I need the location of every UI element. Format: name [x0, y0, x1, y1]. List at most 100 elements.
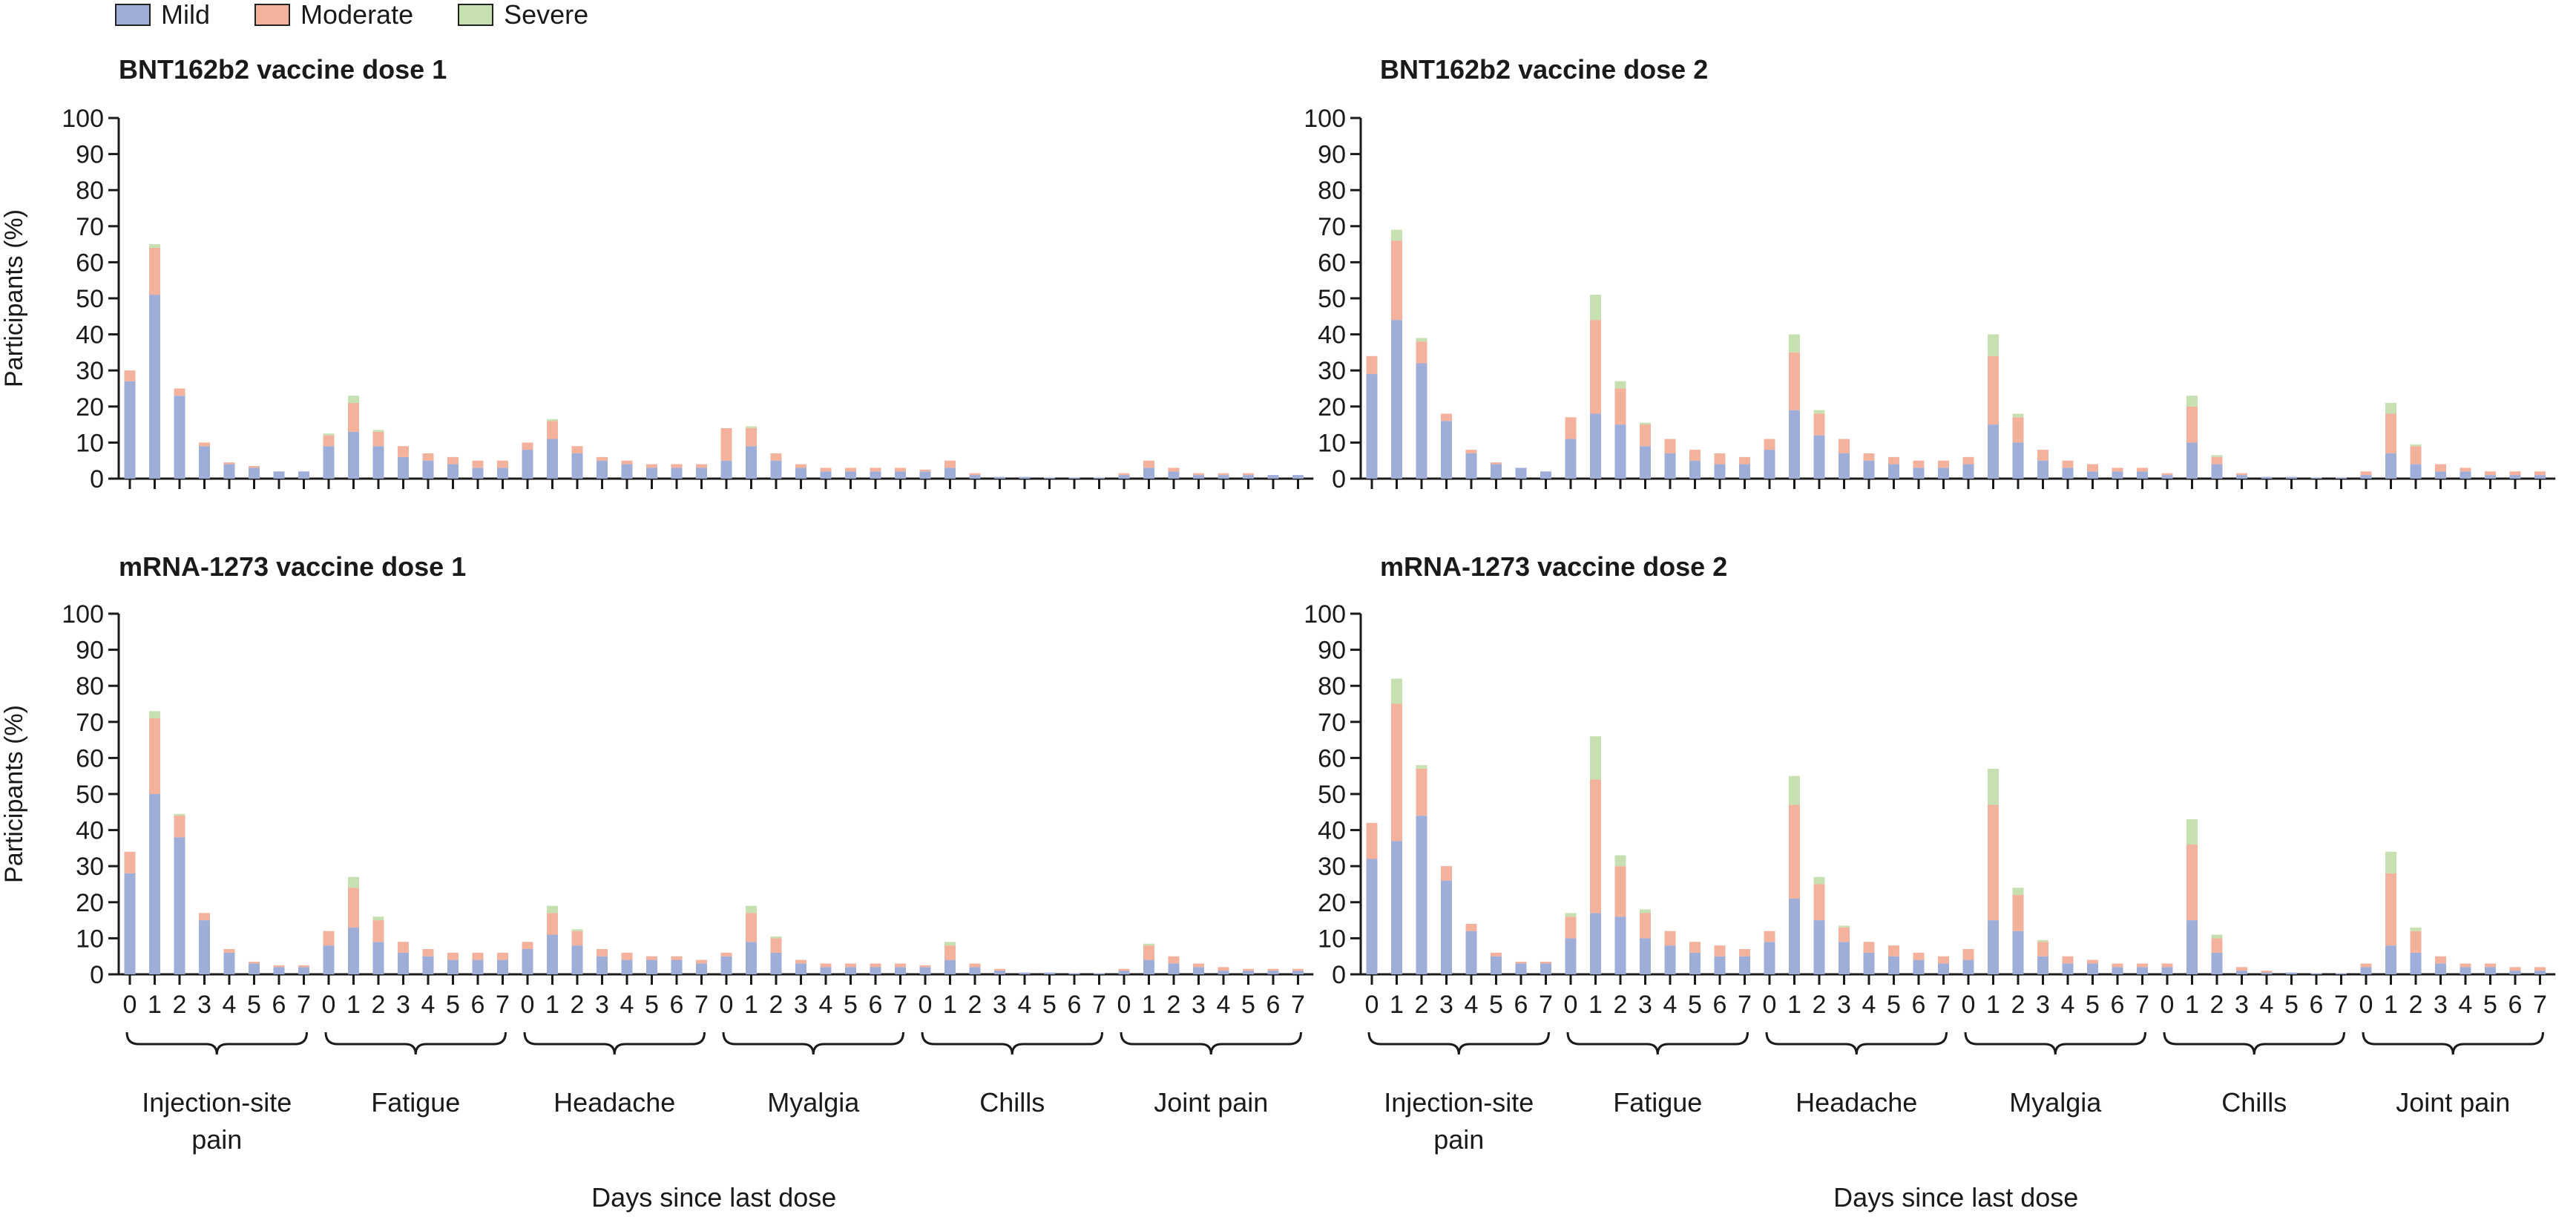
x-tick-label: 0: [1962, 991, 1976, 1019]
bar-moderate-joint-pain-day0: [2360, 963, 2372, 968]
bar-mild-myalgia-day3: [795, 963, 806, 974]
x-tick-label: 1: [1142, 991, 1156, 1019]
bar-mild-injection-site-pain-day1: [149, 794, 160, 974]
bar-mild-chills-day2: [969, 967, 981, 974]
bar-mild-injection-site-pain-day1: [1391, 320, 1402, 479]
bar-mild-injection-site-pain-day0: [124, 873, 136, 974]
bar-moderate-fatigue-day2: [372, 431, 384, 447]
bar-mild-joint-pain-day5: [2485, 475, 2496, 479]
bar-mild-chills-day1: [2186, 442, 2198, 479]
bar-mild-fatigue-day0: [1565, 938, 1577, 974]
bar-moderate-chills-day2: [969, 473, 981, 476]
bar-mild-injection-site-pain-day3: [199, 920, 210, 974]
group-label: Joint pain: [2396, 1087, 2510, 1118]
bar-mild-myalgia-day2: [770, 952, 782, 974]
x-tick-label: 5: [2284, 991, 2299, 1019]
bar-moderate-headache-day4: [1863, 453, 1875, 461]
x-tick-label: 6: [1266, 991, 1281, 1019]
y-tick-label: 90: [1318, 141, 1346, 169]
bar-moderate-injection-site-pain-day5: [249, 961, 260, 964]
y-tick-label: 50: [76, 285, 104, 313]
x-tick-label: 2: [2011, 991, 2025, 1019]
group-brace: [921, 1031, 1103, 1055]
bar-moderate-headache-day2: [1813, 884, 1825, 921]
group-brace: [2163, 1031, 2345, 1055]
x-tick-label: 3: [1192, 991, 1206, 1019]
x-tick-label: 4: [1217, 991, 1231, 1019]
bar-moderate-fatigue-day3: [1640, 913, 1651, 939]
x-tick-label: 7: [694, 991, 709, 1019]
bar-severe-fatigue-day2: [1614, 381, 1626, 389]
y-tick-label: 20: [76, 393, 104, 421]
bar-moderate-headache-day5: [1888, 945, 1899, 957]
bar-moderate-fatigue-day5: [447, 456, 459, 465]
bar-mild-fatigue-day2: [1614, 424, 1626, 479]
bar-moderate-headache-day0: [1764, 931, 1775, 942]
bar-moderate-injection-site-pain-day7: [1540, 961, 1551, 964]
y-tick-label: 70: [1318, 213, 1346, 241]
bar-moderate-injection-site-pain-day1: [1391, 240, 1402, 321]
bar-mild-joint-pain-day7: [1292, 475, 1304, 479]
x-tick-label: 3: [2036, 991, 2050, 1019]
x-tick-label: 5: [1688, 991, 1702, 1019]
x-tick-label: 2: [1167, 991, 1181, 1019]
bar-moderate-headache-day4: [621, 952, 633, 960]
bar-moderate-injection-site-pain-day3: [199, 442, 210, 447]
bar-moderate-joint-pain-day5: [2485, 963, 2496, 968]
bar-moderate-injection-site-pain-day2: [174, 816, 185, 838]
bar-moderate-joint-pain-day6: [2509, 967, 2521, 971]
bar-mild-fatigue-day4: [1664, 945, 1676, 974]
bar-severe-headache-day1: [547, 905, 558, 913]
bar-mild-chills-day3: [994, 476, 1005, 479]
bar-moderate-headache-day3: [1839, 927, 1850, 942]
bar-moderate-headache-day3: [597, 948, 608, 957]
bar-moderate-injection-site-pain-day6: [1515, 961, 1527, 964]
bar-mild-joint-pain-day0: [2360, 475, 2372, 479]
bar-mild-injection-site-pain-day1: [1391, 841, 1402, 974]
bar-moderate-headache-day6: [671, 956, 683, 960]
x-tick-label: 5: [1489, 991, 1503, 1019]
x-tick-label: 1: [346, 991, 361, 1019]
bar-mild-chills-day4: [1019, 972, 1031, 974]
bar-moderate-joint-pain-day3: [2435, 464, 2446, 472]
bar-moderate-myalgia-day7: [895, 468, 906, 472]
y-tick-label: 60: [1318, 744, 1346, 772]
bar-moderate-fatigue-day4: [422, 948, 434, 957]
bar-moderate-joint-pain-day5: [2485, 471, 2496, 476]
bar-mild-chills-day3: [994, 971, 1005, 974]
bar-moderate-injection-site-pain-day2: [1416, 768, 1427, 816]
y-tick-label: 50: [76, 781, 104, 809]
bar-mild-myalgia-day0: [720, 460, 732, 479]
bar-mild-fatigue-day5: [1689, 952, 1701, 974]
bar-mild-headache-day2: [571, 945, 583, 974]
bar-moderate-fatigue-day1: [348, 888, 359, 928]
bar-mild-chills-day0: [919, 471, 931, 479]
x-tick-label: 5: [1241, 991, 1255, 1019]
bar-moderate-joint-pain-day6: [2509, 471, 2521, 476]
bar-moderate-fatigue-day0: [1565, 417, 1577, 439]
y-tick-label: 30: [1318, 853, 1346, 881]
bar-mild-headache-day7: [1938, 468, 1949, 479]
bar-mild-chills-day2: [969, 475, 981, 479]
bar-moderate-joint-pain-day7: [1292, 968, 1304, 971]
bar-moderate-fatigue-day4: [422, 453, 434, 461]
bar-mild-chills-day2: [2211, 952, 2223, 974]
y-tick-label: 40: [76, 817, 104, 845]
bar-mild-joint-pain-day0: [1118, 971, 1130, 974]
bar-moderate-myalgia-day7: [2137, 963, 2148, 968]
bar-moderate-fatigue-day6: [472, 460, 484, 468]
y-tick-label: 80: [76, 672, 104, 701]
bar-mild-myalgia-day6: [2112, 471, 2123, 479]
bar-severe-injection-site-pain-day1: [149, 244, 160, 248]
bar-severe-injection-site-pain-day2: [174, 813, 185, 816]
bar-mild-headache-day5: [646, 468, 657, 479]
x-tick-label: 7: [2334, 991, 2348, 1019]
bar-moderate-joint-pain-day0: [1118, 968, 1130, 971]
x-tick-label: 7: [1291, 991, 1305, 1019]
x-tick-label: 3: [1439, 991, 1453, 1019]
bar-moderate-myalgia-day4: [2062, 956, 2074, 964]
x-tick-label: 2: [2409, 991, 2423, 1019]
bar-severe-headache-day2: [1813, 410, 1825, 414]
group-brace: [2362, 1031, 2544, 1055]
y-tick-label: 30: [76, 853, 104, 881]
